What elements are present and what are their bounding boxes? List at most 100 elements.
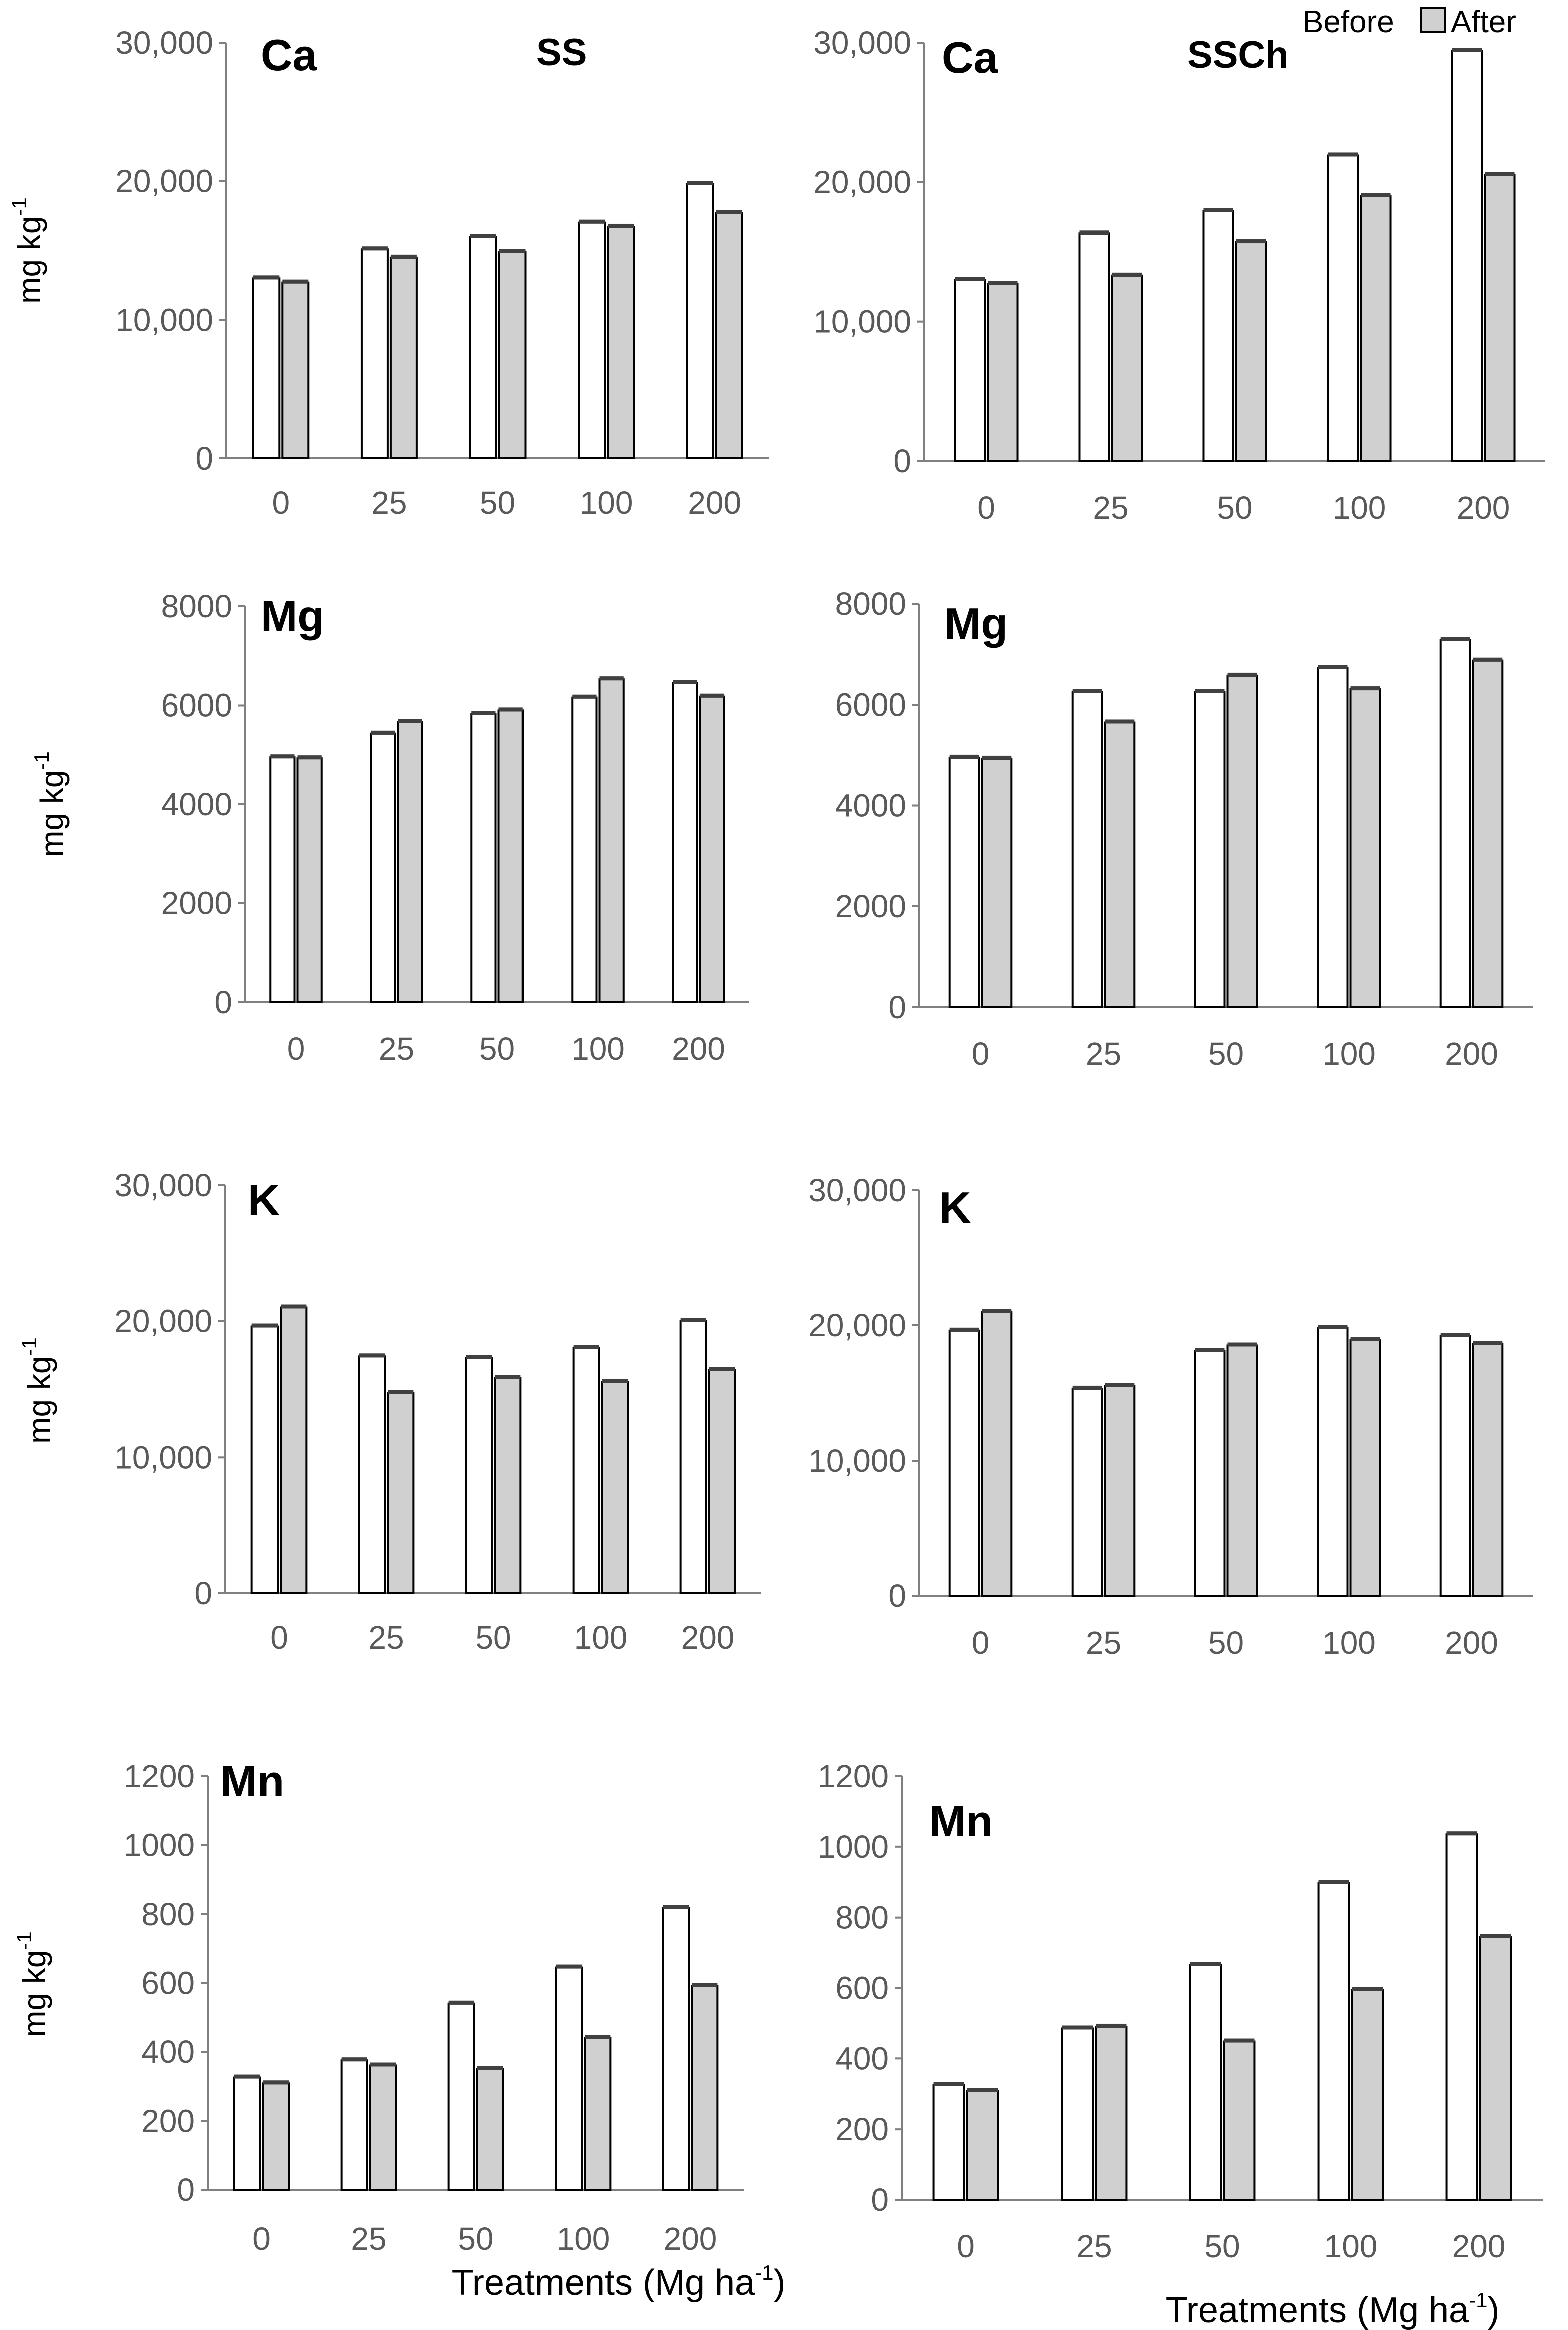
bar-before-50 [447,2002,476,2191]
error-bar-before-50 [470,234,496,238]
x-tick-label-200: 200 [1457,490,1510,526]
error-bar-before-0 [270,754,295,759]
bar-after-200 [1472,1343,1504,1597]
y-tick-label: 30,000 [115,25,213,61]
chart-panel-ca-left: 0 10,000 20,000 30,000 0 25 50 100 200 Ca SS mg kg-… [7,25,769,521]
error-bar-after-200 [716,210,742,214]
bar-before-50 [469,236,497,459]
bar-after-25 [389,256,418,459]
chart-panel-mn-right: 0 200 400 600 800 1000 1200 0 25 50 100 200 Mn [818,1758,1543,2264]
bar-after-100 [584,2037,612,2191]
x-tick-label-25: 25 [351,2221,386,2257]
x-tick-label-0: 0 [270,1619,288,1656]
error-bar-before-100 [579,219,605,224]
bar-after-0 [987,283,1019,462]
bar-before-0 [233,2076,262,2191]
error-bar-before-100 [572,694,597,699]
bar-before-200 [679,1320,708,1595]
bar-after-25 [1104,1385,1136,1597]
bar-before-100 [1317,1882,1351,2201]
element-label: Mn [929,1796,993,1846]
error-bar-before-0 [949,754,979,759]
bar-before-100 [555,1966,583,2191]
bar-after-100 [598,678,625,1003]
bar-before-25 [340,2059,369,2191]
y-tick-label: 0 [177,2172,195,2208]
x-tick-label-50: 50 [1208,1036,1244,1072]
error-bar-after-50 [499,249,526,253]
x-tick-label-0: 0 [287,1031,305,1067]
y-tick-label: 2000 [835,888,906,924]
x-tick-label-0: 0 [972,1036,990,1072]
y-tick-label: 20,000 [115,163,213,199]
bar-before-100 [578,221,606,459]
x-tick-label-100: 100 [574,1619,628,1656]
error-bar-before-200 [673,680,697,684]
error-bar-before-50 [1195,1348,1225,1352]
error-bar-before-0 [251,1323,278,1328]
chart-panel-ca-right: 0 10,000 20,000 30,000 0 25 50 100 200 Ca SSCh [813,25,1545,526]
error-bar-after-0 [263,2080,289,2085]
bar-after-25 [1111,274,1143,462]
bar-before-200 [672,682,698,1003]
y-tick-label: 10,000 [115,302,213,338]
bar-before-200 [1439,639,1471,1008]
y-tick-label: 400 [141,2034,195,2070]
y-tick-label: 6000 [161,687,232,724]
bar-after-100 [1351,1989,1384,2201]
error-bar-after-25 [370,2062,396,2067]
bar-before-50 [1202,210,1234,462]
x-tick-label-100: 100 [1322,1036,1376,1072]
element-label: Ca [260,30,318,80]
x-tick-label-50: 50 [479,1031,515,1067]
error-bar-after-200 [1480,1934,1511,1938]
error-bar-after-50 [1224,2038,1255,2043]
error-bar-after-50 [1236,239,1266,244]
bar-after-50 [1223,2040,1256,2201]
error-bar-before-100 [1328,152,1358,157]
error-bar-after-100 [585,2035,611,2039]
bar-before-0 [250,1325,279,1595]
panels: 0 10,000 20,000 30,000 0 25 50 100 200 Ca SS mg kg-… [7,25,1545,2264]
error-bar-after-25 [1096,2023,1127,2028]
legend-before-label: Before [1302,5,1394,39]
bar-after-50 [1226,1344,1258,1597]
bar-after-25 [1095,2025,1128,2201]
error-bar-after-50 [498,707,523,712]
bar-before-25 [1071,691,1103,1008]
y-tick-label: 200 [141,2103,195,2139]
error-bar-after-200 [700,693,724,698]
bar-before-0 [948,756,980,1008]
bar-after-100 [1349,1339,1381,1597]
x-tick-label-25: 25 [371,485,407,521]
x-tick-label-100: 100 [1333,490,1386,526]
y-axis-title: mg kg-1 [7,197,47,304]
element-label: Mn [220,1756,284,1806]
y-tick-label: 4000 [835,788,906,824]
error-bar-before-50 [448,2000,474,2005]
bar-after-200 [691,1985,719,2191]
error-bar-after-50 [1227,1342,1257,1347]
bar-before-200 [1445,1833,1479,2201]
treatment-label: SSCh [1187,34,1289,76]
error-bar-after-100 [599,676,624,681]
y-axis-title: mg kg-1 [12,1931,52,2037]
y-tick-label: 6000 [835,686,906,723]
y-tick-label: 0 [214,984,232,1020]
x-tick-label-100: 100 [580,485,633,521]
y-tick-label: 600 [141,1965,195,2001]
bar-after-200 [715,212,743,459]
element-label: Mg [260,591,324,641]
bar-before-50 [1194,1350,1226,1597]
y-tick-label: 0 [893,443,911,479]
x-tick-label-50: 50 [480,485,515,521]
x-tick-label-200: 200 [1445,1036,1498,1072]
bar-after-200 [1479,1936,1512,2201]
bar-before-25 [358,1355,386,1595]
bar-before-25 [1078,232,1110,462]
error-bar-after-0 [988,281,1018,285]
element-label: Mg [944,599,1008,648]
treatment-label: SS [536,31,587,74]
bar-before-100 [571,696,598,1003]
